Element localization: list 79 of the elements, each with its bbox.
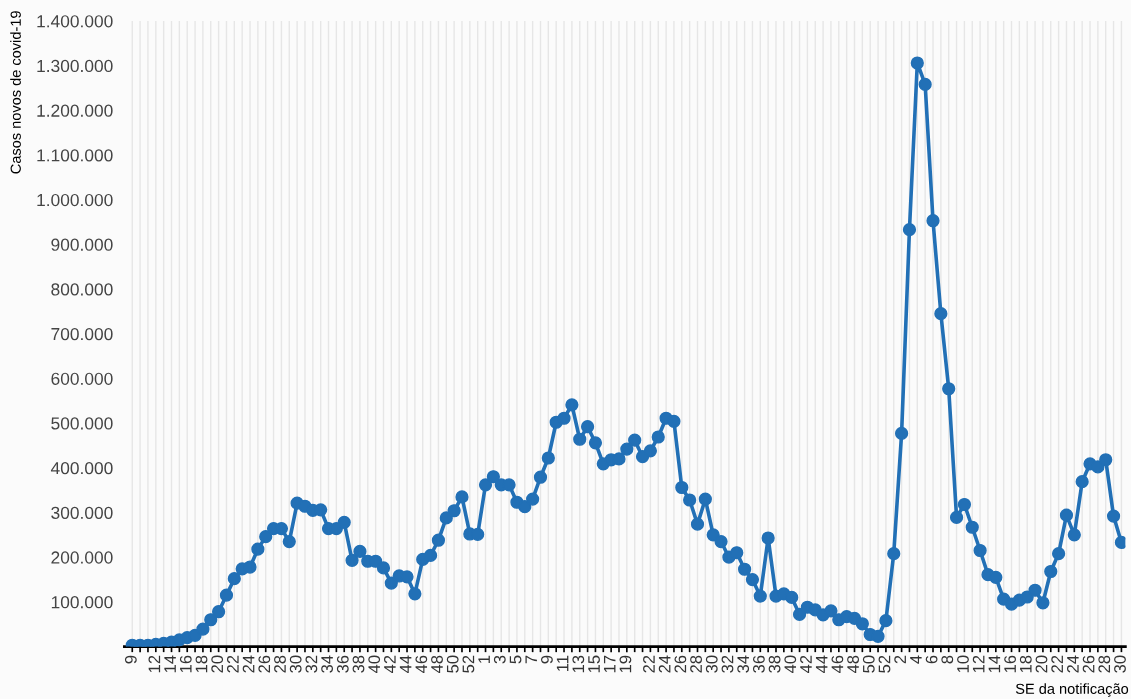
x-tick-label: 8 bbox=[941, 655, 954, 664]
x-tick-label: 28 bbox=[274, 655, 286, 673]
x-tick-label: 38 bbox=[768, 655, 781, 673]
x-tick-label: 36 bbox=[336, 655, 349, 673]
x-tick-label: 13 bbox=[572, 655, 585, 673]
x-tick-label: 22 bbox=[226, 655, 239, 673]
x-tick-label: 28 bbox=[690, 655, 702, 673]
x-tick-label: 22 bbox=[643, 655, 655, 673]
x-tick-label: 9 bbox=[124, 655, 137, 664]
x-tick-label: 52 bbox=[878, 655, 891, 673]
x-tick-label: 5 bbox=[509, 655, 522, 664]
x-tick-label: 26 bbox=[258, 655, 271, 673]
x-tick-label: 20 bbox=[211, 655, 224, 673]
y-tick-label: 1.000.000 bbox=[37, 193, 113, 207]
x-tick-label: 26 bbox=[1082, 655, 1095, 673]
x-tick-label: 44 bbox=[815, 655, 828, 674]
x-tick-label: 12 bbox=[148, 655, 161, 673]
x-tick-label: 24 bbox=[242, 655, 255, 673]
x-tick-label: 15 bbox=[588, 655, 600, 673]
x-tick-label: 20 bbox=[1035, 655, 1048, 673]
y-tick-label: 100.000 bbox=[51, 596, 113, 609]
x-tick-label: 30 bbox=[705, 655, 718, 673]
x-axis-title: SE da notificação bbox=[1015, 683, 1129, 697]
x-tick-label: 18 bbox=[195, 655, 208, 673]
y-tick-label: 500.000 bbox=[51, 417, 113, 430]
x-tick-label: 4 bbox=[910, 655, 922, 664]
x-tick-label: 32 bbox=[305, 655, 318, 673]
y-tick-label: 1.300.000 bbox=[37, 59, 113, 73]
x-tick-label: 14 bbox=[164, 655, 176, 673]
x-tick-label: 34 bbox=[321, 655, 333, 673]
x-tick-label: 46 bbox=[415, 655, 428, 674]
x-tick-label: 32 bbox=[721, 655, 734, 673]
x-tick-label: 48 bbox=[847, 655, 859, 674]
x-tick-label: 34 bbox=[737, 655, 750, 673]
y-tick-label: 200.000 bbox=[51, 551, 113, 564]
x-tick-label: 17 bbox=[603, 655, 616, 673]
y-tick-label: 400.000 bbox=[50, 462, 113, 475]
x-tick-label: 6 bbox=[925, 655, 938, 664]
x-tick-label: 30 bbox=[1114, 655, 1126, 673]
x-tick-label: 42 bbox=[800, 655, 812, 674]
y-tick-label: 800.000 bbox=[51, 283, 113, 296]
x-tick-label: 46 bbox=[831, 655, 844, 674]
x-tick-label: 24 bbox=[658, 655, 671, 673]
x-tick-label: 3 bbox=[493, 655, 506, 664]
x-tick-label: 40 bbox=[368, 655, 381, 674]
x-tick-label: 12 bbox=[972, 655, 985, 673]
y-tick-label: 300.000 bbox=[51, 506, 113, 519]
x-tick-label: 50 bbox=[446, 655, 459, 673]
x-tick-label: 36 bbox=[752, 655, 765, 673]
x-tick-label: 42 bbox=[384, 655, 396, 674]
x-tick-label: 9 bbox=[541, 655, 553, 664]
x-tick-label: 16 bbox=[179, 655, 192, 673]
y-tick-label: 600.000 bbox=[51, 372, 113, 385]
x-tick-label: 2 bbox=[894, 655, 906, 664]
x-tick-label: 16 bbox=[1004, 655, 1016, 673]
x-tick-label: 40 bbox=[784, 655, 797, 674]
x-tick-label: 38 bbox=[352, 655, 365, 673]
y-tick-label: 1.100.000 bbox=[37, 149, 113, 162]
x-tick-label: 22 bbox=[1051, 655, 1063, 673]
y-axis-title: Casos novos de covid-19 bbox=[10, 11, 21, 174]
x-tick-label: 14 bbox=[988, 655, 1001, 673]
y-tick-label: 700.000 bbox=[51, 327, 113, 341]
x-tick-label: 7 bbox=[525, 655, 537, 664]
x-tick-label: 11 bbox=[556, 655, 569, 671]
x-tick-label: 19 bbox=[619, 655, 632, 673]
x-tick-label: 18 bbox=[1019, 655, 1032, 673]
x-tick-label: 30 bbox=[289, 655, 302, 673]
x-tick-label: 50 bbox=[862, 655, 875, 673]
x-tick-label: 26 bbox=[674, 655, 687, 673]
x-tick-label: 52 bbox=[462, 655, 475, 673]
y-tick-label: 900.000 bbox=[51, 238, 113, 251]
x-tick-label: 1 bbox=[478, 655, 490, 663]
x-tick-label: 28 bbox=[1098, 655, 1111, 673]
y-tick-label: 1.400.000 bbox=[37, 15, 113, 28]
x-tick-label: 10 bbox=[957, 655, 969, 673]
y-tick-label: 1.200.000 bbox=[37, 104, 113, 117]
x-tick-label: 24 bbox=[1066, 655, 1079, 673]
x-tick-label: 48 bbox=[431, 655, 443, 674]
x-tick-label: 44 bbox=[399, 655, 412, 674]
